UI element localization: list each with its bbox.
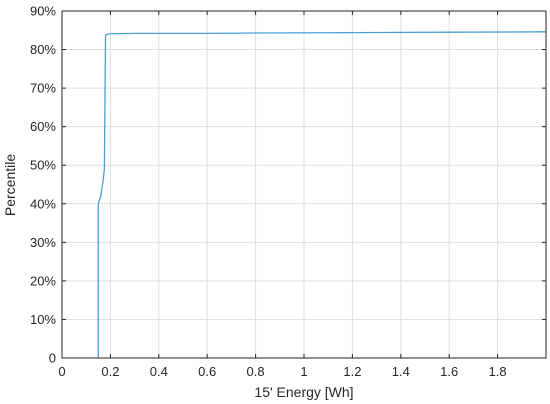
y-axis-label: Percentile	[2, 154, 18, 216]
data-series	[97, 31, 547, 358]
y-tick-label: 40%	[30, 196, 56, 211]
plot-frame	[61, 10, 547, 359]
y-tick-label: 60%	[30, 119, 56, 134]
x-tick-label: 1	[300, 364, 307, 379]
y-tick-label: 70%	[30, 81, 56, 96]
y-tick-label: 30%	[30, 235, 56, 250]
y-tick-label: 50%	[30, 158, 56, 173]
x-tick-label: 0.4	[150, 364, 168, 379]
y-tick-label: 80%	[30, 42, 56, 57]
series-line	[97, 31, 547, 358]
y-tick-label: 0	[49, 351, 56, 366]
x-axis-label: 15' Energy [Wh]	[254, 384, 353, 400]
y-tick-label: 10%	[30, 312, 56, 327]
x-tick-label: 0.2	[101, 364, 119, 379]
x-tick-label: 1.2	[343, 364, 361, 379]
x-tick-label: 0.8	[247, 364, 265, 379]
x-tick-label: 0	[58, 364, 65, 379]
x-tick-label: 0.6	[198, 364, 216, 379]
y-tick-label: 90%	[30, 4, 56, 19]
x-tick-label: 1.8	[489, 364, 507, 379]
x-tick-label: 1.4	[392, 364, 410, 379]
x-tick-label: 1.6	[440, 364, 458, 379]
y-tick-label: 20%	[30, 273, 56, 288]
axis-ticks: 0 0.2 0.4 0.6 0.8 1 1.2 1.4 1.6 1.8 0 10% 20% 30% 40% 5…	[30, 4, 546, 379]
